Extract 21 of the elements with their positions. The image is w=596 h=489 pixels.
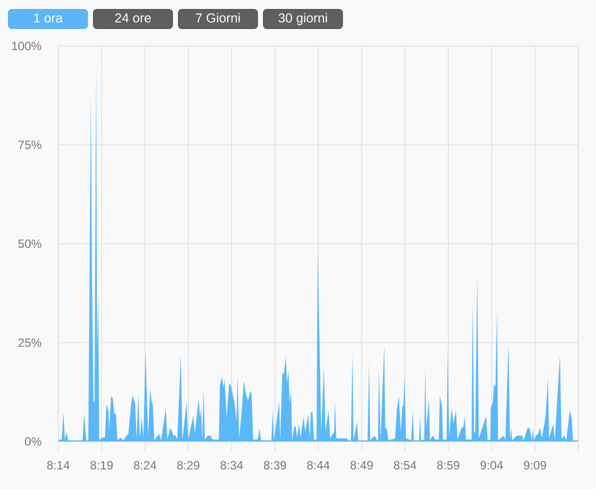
text: 30 giorni <box>278 13 327 26</box>
y-tick-label: 100% <box>12 42 42 50</box>
x-tick-label: 8:59 <box>437 461 460 470</box>
y-tick-label: 75% <box>18 140 42 150</box>
text: 7 Giorni <box>196 13 240 23</box>
x-tick-label: 8:44 <box>307 461 330 470</box>
y-tick-label: 0% <box>24 437 42 446</box>
x-tick-label: 8:19 <box>90 461 113 470</box>
text: 1 ora <box>34 13 63 23</box>
x-tick-label: 9:09 <box>524 461 546 470</box>
x-tick-label: 8:29 <box>177 461 200 470</box>
x-tick-label: 8:54 <box>394 461 416 470</box>
x-tick-label: 8:49 <box>350 461 373 470</box>
x-tick-label: 8:34 <box>220 461 243 470</box>
x-tick-label: 8:14 <box>47 461 70 470</box>
y-tick-label: 50% <box>18 240 42 248</box>
y-tick-label: 25% <box>18 338 42 347</box>
x-tick-label: 8:24 <box>134 461 156 470</box>
text: 24 ore <box>115 13 151 23</box>
x-tick-label: 9:04 <box>480 461 503 470</box>
x-tick-label: 8:39 <box>264 461 286 470</box>
